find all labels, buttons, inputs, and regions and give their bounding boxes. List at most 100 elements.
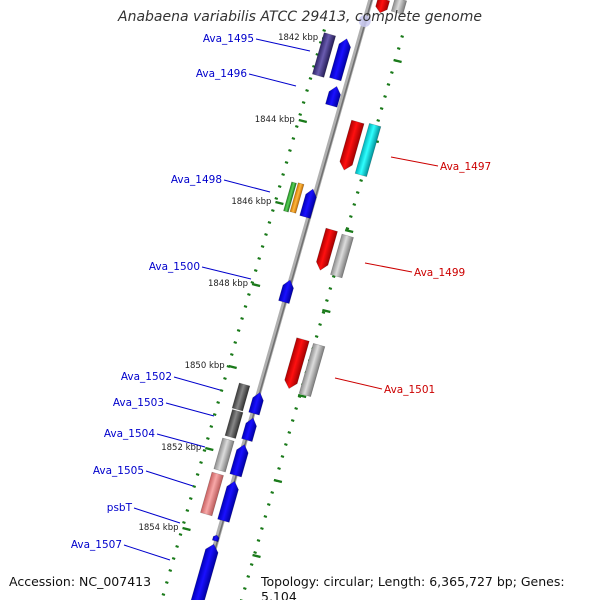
major-tick-left bbox=[228, 364, 237, 370]
gene-Ava_1498-a[interactable] bbox=[283, 181, 297, 213]
scale-dot-left bbox=[188, 496, 193, 501]
scale-dot-left bbox=[216, 400, 220, 405]
gene-label-left[interactable]: Ava_1504 bbox=[104, 428, 156, 440]
scale-dot-right bbox=[321, 310, 326, 315]
scale-dot-right bbox=[314, 334, 319, 339]
scale-dot-left bbox=[161, 592, 166, 597]
label-leader-line bbox=[201, 266, 252, 280]
scale-dot-left bbox=[168, 568, 173, 573]
major-tick-right bbox=[252, 553, 261, 559]
gene-psbT-small[interactable] bbox=[211, 534, 220, 543]
label-leader-line bbox=[156, 433, 206, 448]
gene-psbT[interactable] bbox=[217, 480, 241, 523]
gene-Ava_1504-partner[interactable] bbox=[213, 437, 235, 473]
scale-dot-right bbox=[287, 430, 292, 435]
gene-Ava_1507[interactable] bbox=[189, 542, 220, 600]
scale-dot-right bbox=[383, 94, 387, 99]
scale-dot-left bbox=[298, 112, 303, 117]
gene-label-right[interactable]: Ava_1501 bbox=[384, 384, 435, 396]
gene-label-left[interactable]: Ava_1503 bbox=[113, 397, 164, 409]
gene-Ava_1502-partner[interactable] bbox=[231, 382, 251, 412]
gene-Ava_1501[interactable] bbox=[283, 337, 310, 391]
label-leader-line bbox=[390, 156, 439, 167]
scale-dot-left bbox=[322, 28, 326, 33]
gene-Ava_1505-partner[interactable] bbox=[200, 471, 224, 517]
scale-dot-left bbox=[281, 172, 285, 177]
genome-title: Anabaena variabilis ATCC 29413, complete… bbox=[118, 9, 482, 25]
gene-top-red[interactable] bbox=[374, 0, 391, 14]
gene-Ava_1498-b[interactable] bbox=[289, 182, 305, 214]
kbp-scale-label: 1844 kbp bbox=[255, 115, 295, 125]
scale-dot-right bbox=[284, 442, 288, 447]
origin-marker bbox=[358, 15, 371, 27]
label-leader-line bbox=[255, 38, 311, 52]
gene-Ava_1498[interactable] bbox=[299, 188, 319, 219]
gene-Ava_1503-partner[interactable] bbox=[224, 409, 244, 439]
scale-dot-right bbox=[249, 562, 254, 567]
gene-label-left[interactable]: Ava_1500 bbox=[149, 261, 200, 273]
scale-dot-left bbox=[240, 316, 244, 321]
gene-Ava_1496[interactable] bbox=[325, 85, 342, 108]
gene-label-left[interactable]: Ava_1502 bbox=[121, 371, 172, 383]
gene-label-right[interactable]: Ava_1499 bbox=[414, 267, 465, 279]
label-leader-line bbox=[123, 544, 171, 561]
gene-top-gray[interactable] bbox=[390, 0, 408, 15]
gene-Ava_1500[interactable] bbox=[278, 278, 296, 304]
scale-dot-right bbox=[359, 178, 363, 183]
kbp-scale-label: 1850 kbp bbox=[185, 361, 225, 371]
gene-Ava_1497[interactable] bbox=[338, 119, 365, 172]
scale-dot-right bbox=[349, 214, 353, 219]
major-tick-right bbox=[322, 308, 331, 314]
gene-label-left[interactable]: Ava_1496 bbox=[196, 68, 248, 80]
gene-label-left[interactable]: Ava_1507 bbox=[71, 539, 122, 551]
gene-Ava_1502[interactable] bbox=[248, 391, 266, 416]
scale-dot-right bbox=[325, 298, 329, 303]
scale-dot-left bbox=[253, 268, 258, 273]
major-tick-left bbox=[298, 118, 308, 124]
scale-dot-right bbox=[242, 586, 247, 591]
gene-Ava_1499-partner[interactable] bbox=[330, 233, 354, 279]
scale-dot-left bbox=[199, 460, 203, 465]
major-tick-left bbox=[205, 446, 214, 452]
scale-dot-left bbox=[274, 196, 279, 201]
gene-Ava_1504[interactable] bbox=[229, 443, 250, 478]
scale-dot-right bbox=[270, 490, 275, 495]
scale-dot-left bbox=[243, 304, 248, 309]
gene-Ava_1499[interactable] bbox=[314, 227, 338, 272]
gene-label-right[interactable]: Ava_1497 bbox=[440, 161, 491, 173]
scale-dot-left bbox=[294, 124, 299, 129]
scale-dot-left bbox=[308, 76, 313, 81]
scale-dot-right bbox=[260, 526, 264, 531]
scale-dot-right bbox=[256, 538, 261, 543]
gene-label-left[interactable]: psbT bbox=[107, 502, 133, 514]
scale-dot-right bbox=[280, 454, 285, 459]
scale-dot-right bbox=[345, 226, 350, 231]
gene-Ava_1495[interactable] bbox=[329, 37, 352, 82]
gene-Ava_1501-partner[interactable] bbox=[298, 342, 326, 398]
gene-Ava_1497-partner[interactable] bbox=[354, 122, 382, 178]
major-tick-left bbox=[182, 526, 191, 532]
scale-dot-left bbox=[301, 100, 306, 105]
gene-label-left[interactable]: Ava_1505 bbox=[93, 465, 144, 477]
scale-dot-right bbox=[396, 46, 401, 51]
scale-dot-left bbox=[229, 352, 234, 357]
scale-dot-left bbox=[209, 424, 214, 429]
gene-Ava_1503[interactable] bbox=[241, 416, 259, 442]
gene-label-left[interactable]: Ava_1498 bbox=[171, 174, 222, 186]
scale-dot-right bbox=[277, 466, 281, 471]
scale-dot-right bbox=[294, 406, 298, 411]
scale-dot-left bbox=[291, 136, 296, 141]
scale-dot-left bbox=[257, 256, 262, 261]
scale-dot-left bbox=[260, 244, 265, 249]
scale-dot-right bbox=[390, 70, 394, 75]
topology-text: Topology: circular; Length: 6,365,727 bp… bbox=[261, 574, 565, 600]
scale-dot-left bbox=[212, 412, 217, 417]
kbp-scale-label: 1854 kbp bbox=[138, 523, 178, 533]
gene-Ava_1495-partner[interactable] bbox=[311, 32, 337, 78]
gene-label-left[interactable]: Ava_1495 bbox=[203, 33, 254, 45]
label-leader-line bbox=[248, 73, 297, 87]
scale-dot-right bbox=[266, 502, 271, 507]
scale-dot-left bbox=[185, 508, 190, 513]
